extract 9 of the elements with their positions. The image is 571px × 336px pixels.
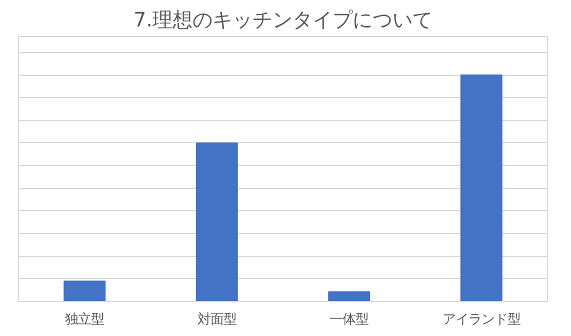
chart-title: 7.理想のキッチンタイプについて [133,8,433,32]
x-tick-label: 対面型 [197,312,236,328]
bar [460,74,502,302]
bar [64,280,106,302]
x-tick-label: 一体型 [330,312,369,328]
x-tick-label: 独立型 [65,312,104,328]
bar [196,142,238,302]
x-tick-label: アイランド型 [442,312,520,328]
bar [328,291,370,302]
